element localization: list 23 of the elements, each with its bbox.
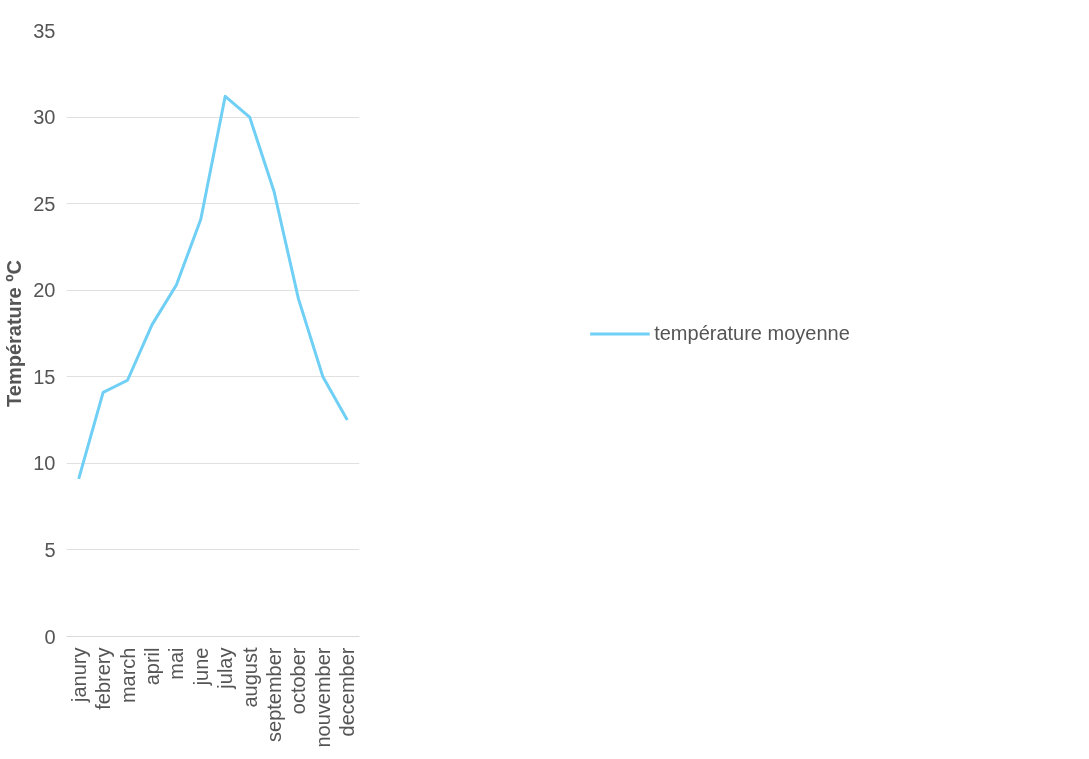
x-tick-label: april	[140, 647, 163, 686]
y-tick-label: 30	[33, 106, 56, 129]
x-tick-label: march	[116, 647, 139, 704]
x-tick-label: mai	[165, 647, 188, 680]
x-tick-label: august	[238, 647, 261, 708]
y-tick-label: 15	[33, 365, 56, 388]
y-tick-label: 5	[44, 538, 56, 561]
y-axis-title: Température ºC	[3, 260, 26, 407]
x-tick-label: october	[287, 647, 310, 715]
legend-label: température moyenne	[654, 321, 850, 345]
line-series	[77, 94, 349, 481]
y-tick-label: 0	[44, 625, 56, 648]
y-tick-label: 25	[33, 192, 56, 215]
y-tick-label: 20	[33, 279, 56, 302]
x-tick-label: september	[263, 647, 286, 742]
x-tick-label: nouvember	[311, 647, 334, 748]
y-tick-label: 10	[33, 452, 56, 475]
x-tick-label: julay	[214, 647, 237, 690]
x-tick-label: december	[336, 647, 359, 737]
x-tick-label: febrery	[92, 647, 115, 710]
x-tick-label: janury	[67, 647, 90, 703]
x-tick-label: june	[189, 647, 212, 687]
y-tick-label: 35	[33, 19, 56, 42]
